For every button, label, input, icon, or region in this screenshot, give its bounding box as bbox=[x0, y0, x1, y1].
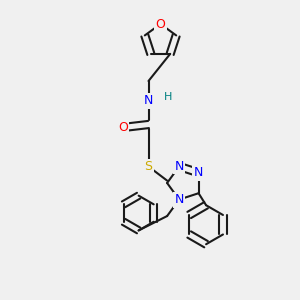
Text: N: N bbox=[194, 166, 203, 179]
Text: O: O bbox=[156, 17, 165, 31]
Text: O: O bbox=[118, 121, 128, 134]
Text: N: N bbox=[144, 94, 153, 107]
Text: S: S bbox=[145, 160, 152, 173]
Text: H: H bbox=[164, 92, 172, 103]
Text: N: N bbox=[174, 193, 184, 206]
Text: N: N bbox=[174, 160, 184, 173]
